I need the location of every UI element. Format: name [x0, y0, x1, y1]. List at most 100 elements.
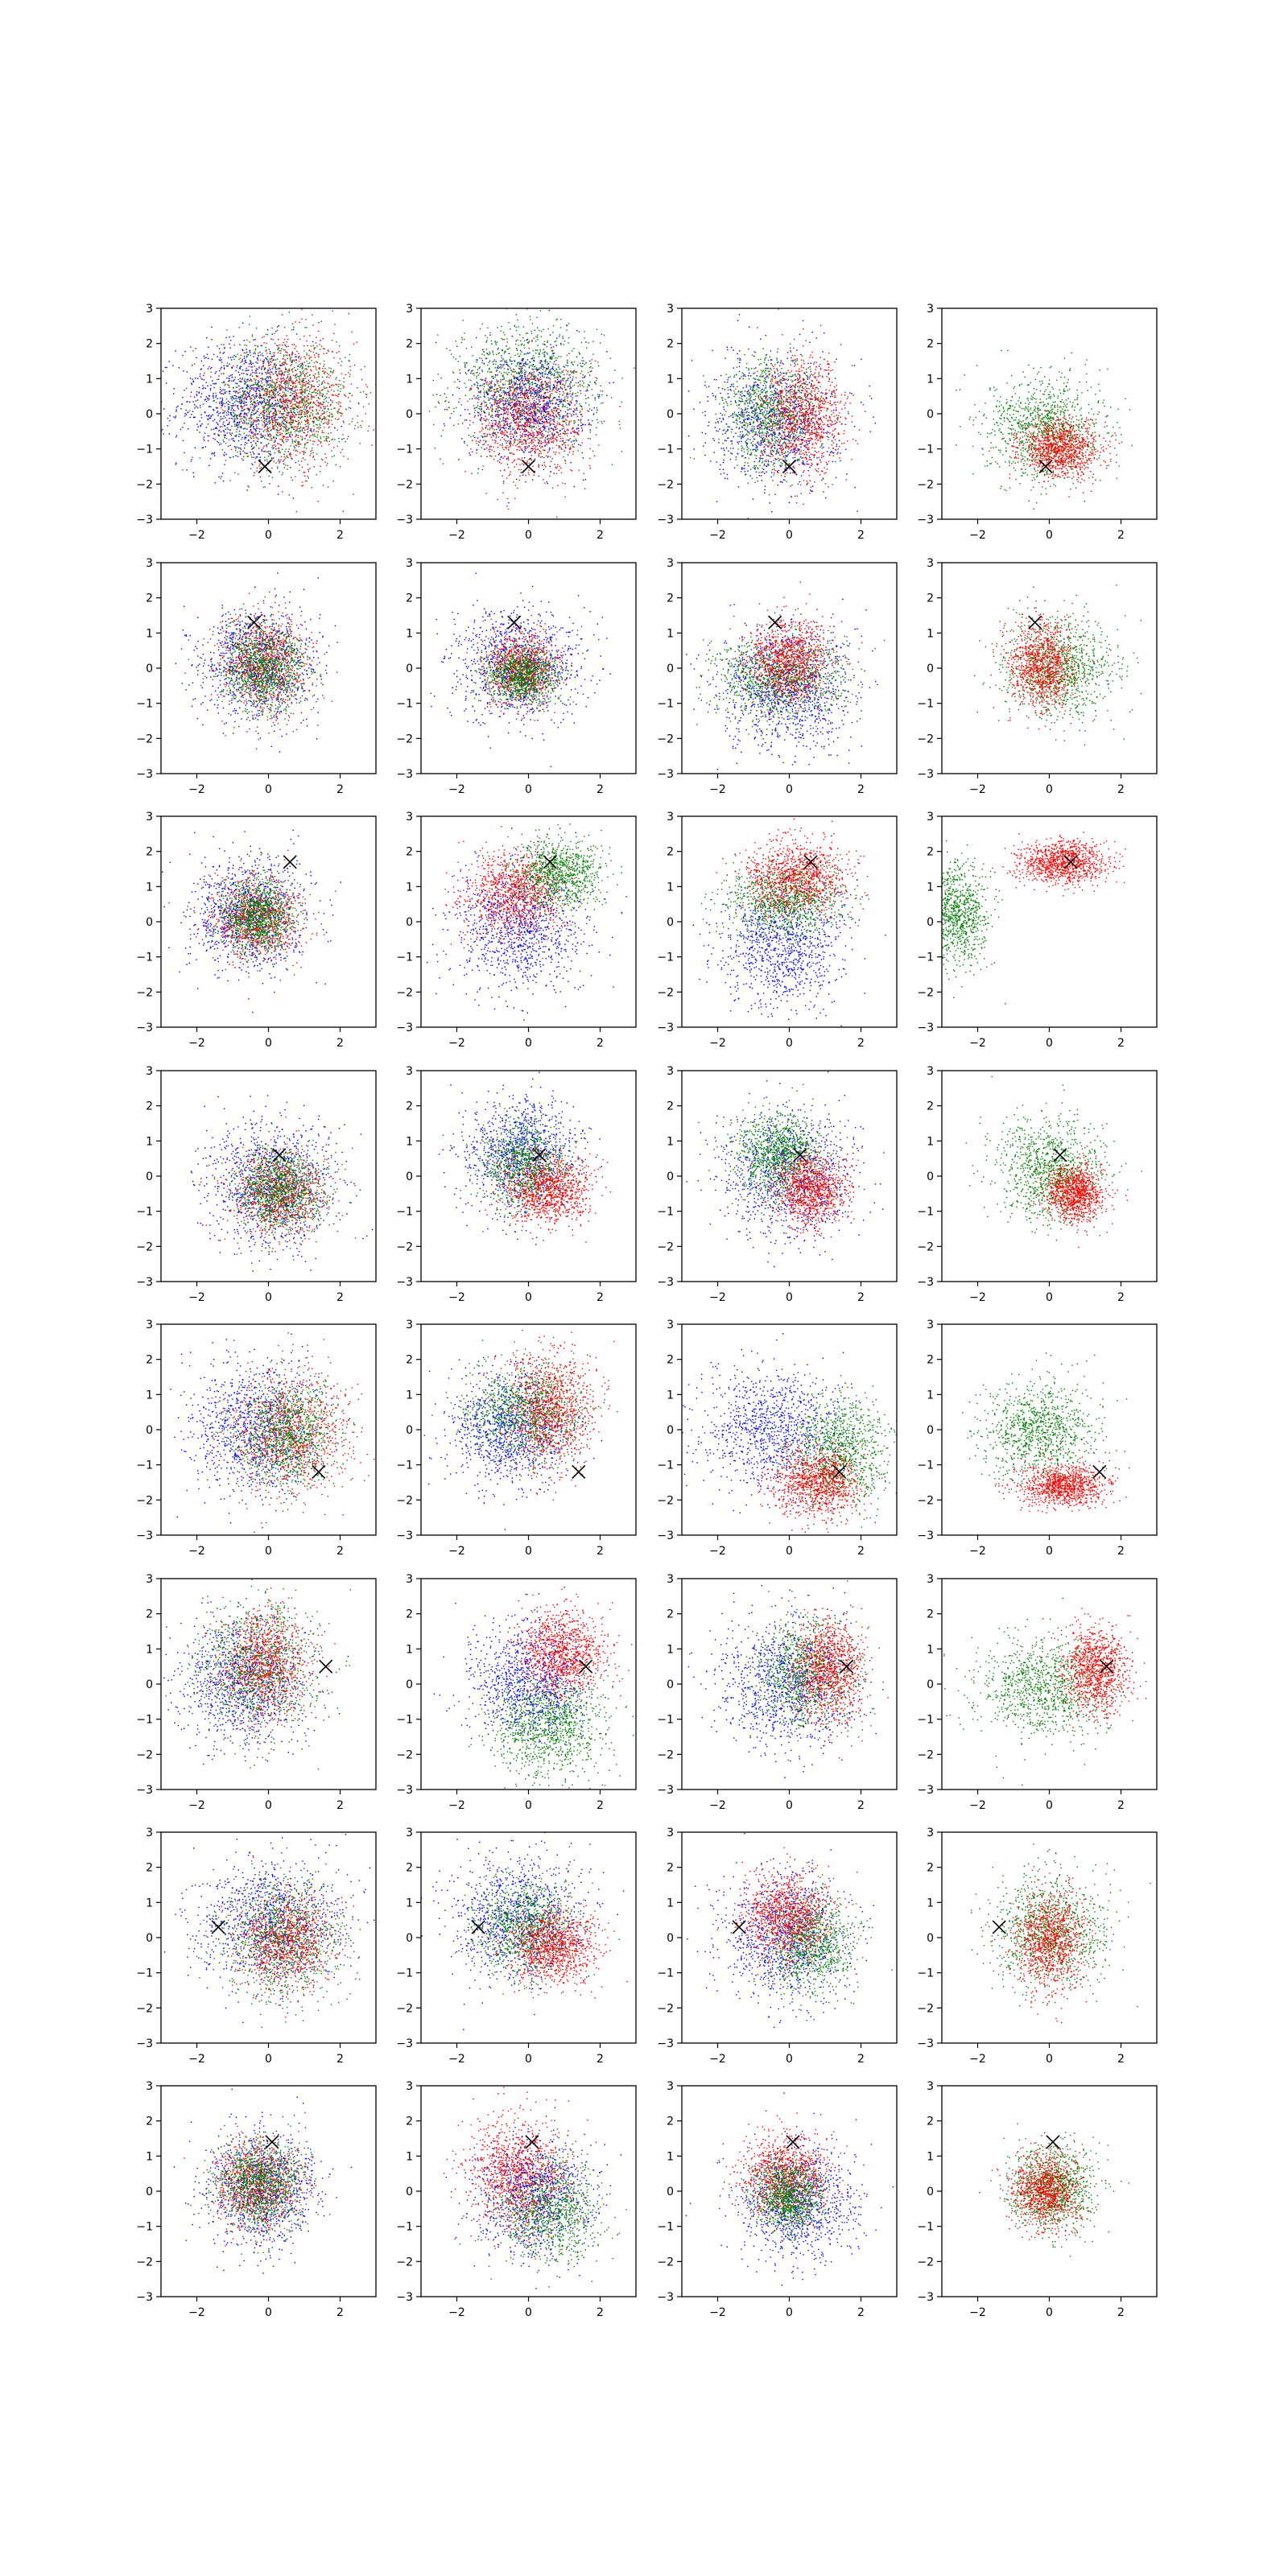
point	[245, 417, 246, 418]
point	[502, 339, 503, 340]
point	[331, 420, 332, 421]
point	[568, 337, 569, 338]
point	[299, 339, 300, 340]
point	[214, 455, 215, 456]
point	[246, 352, 247, 353]
point	[471, 347, 472, 348]
point	[275, 397, 276, 398]
point	[309, 468, 310, 469]
point	[212, 452, 213, 453]
point	[307, 382, 308, 383]
point	[444, 409, 445, 410]
point	[255, 443, 256, 444]
point	[303, 350, 304, 351]
point	[251, 381, 252, 382]
point	[271, 395, 272, 396]
point	[573, 348, 574, 349]
point	[508, 404, 509, 405]
point	[477, 383, 478, 384]
point	[279, 393, 280, 394]
point	[332, 439, 333, 440]
point	[231, 435, 232, 436]
point	[325, 371, 326, 372]
point	[249, 408, 250, 409]
point	[246, 379, 247, 380]
point	[266, 460, 267, 461]
point	[290, 359, 291, 360]
point	[340, 466, 341, 467]
point	[305, 414, 306, 415]
point	[255, 391, 256, 392]
point	[300, 357, 301, 358]
point	[244, 414, 245, 415]
point	[490, 416, 491, 417]
point	[567, 360, 568, 361]
point	[301, 411, 302, 412]
point	[507, 418, 508, 419]
point	[318, 406, 319, 407]
point	[531, 393, 532, 394]
point	[492, 386, 493, 387]
point	[540, 373, 541, 374]
point	[284, 388, 285, 389]
point	[256, 375, 257, 376]
point	[486, 409, 487, 410]
point	[226, 402, 227, 403]
point	[537, 336, 538, 337]
point	[175, 462, 176, 463]
point	[540, 310, 541, 311]
point	[519, 334, 520, 335]
point	[294, 344, 295, 345]
point	[285, 421, 286, 422]
point	[286, 408, 287, 409]
point	[256, 373, 257, 374]
point	[300, 372, 301, 373]
point	[319, 403, 320, 404]
point	[483, 465, 484, 466]
point	[227, 432, 228, 433]
point	[296, 333, 297, 334]
point	[480, 328, 481, 329]
point	[227, 384, 228, 385]
point	[224, 403, 225, 404]
point	[245, 442, 246, 443]
point	[296, 393, 297, 394]
point	[522, 337, 523, 338]
point	[211, 339, 212, 340]
point	[316, 453, 317, 454]
point	[534, 383, 535, 384]
point	[302, 394, 303, 395]
point	[194, 397, 195, 398]
point	[277, 400, 278, 401]
point	[297, 398, 298, 399]
point	[271, 372, 272, 373]
point	[541, 414, 542, 415]
point	[275, 448, 276, 449]
point	[551, 409, 552, 410]
point	[574, 361, 575, 362]
point	[482, 469, 483, 470]
point	[531, 373, 532, 374]
point	[298, 426, 299, 427]
point	[349, 366, 350, 367]
point	[315, 436, 316, 437]
point	[277, 379, 278, 380]
point	[555, 388, 556, 389]
point	[323, 365, 324, 366]
point	[222, 410, 223, 411]
point	[233, 359, 234, 360]
point	[363, 391, 364, 392]
point	[252, 464, 253, 465]
point	[506, 362, 507, 363]
point	[516, 327, 517, 328]
point	[580, 422, 581, 423]
point	[503, 378, 504, 379]
point	[309, 389, 310, 390]
point	[285, 417, 286, 418]
point	[236, 429, 237, 430]
point	[217, 415, 218, 416]
point	[507, 341, 508, 342]
point	[239, 401, 240, 402]
point	[243, 392, 244, 393]
point	[515, 430, 516, 431]
